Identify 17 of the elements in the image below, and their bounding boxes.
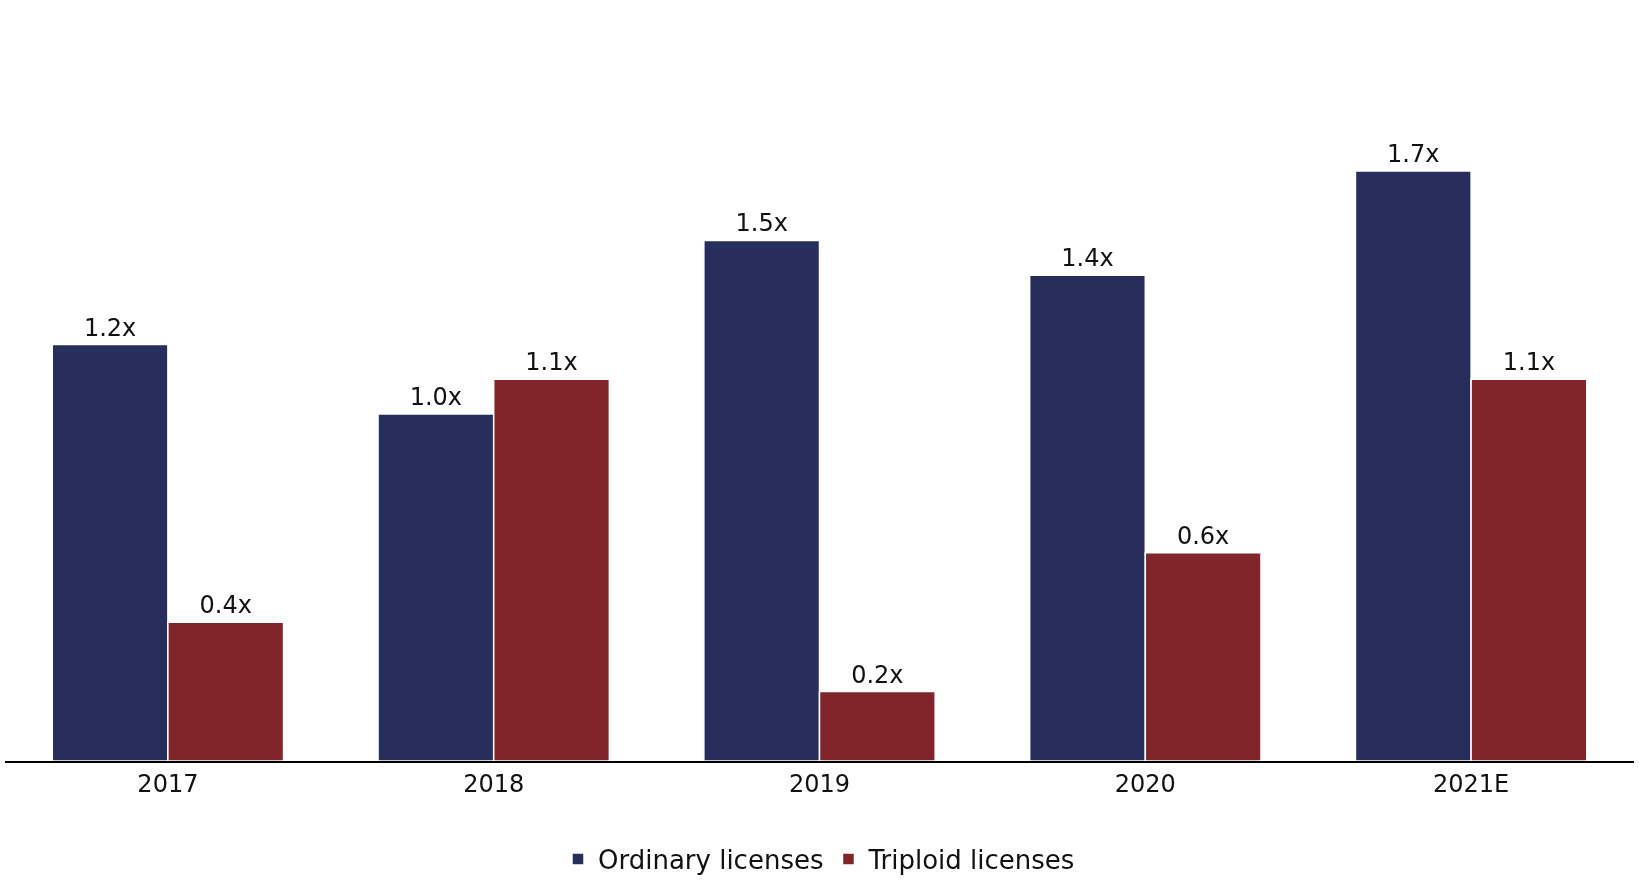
x-tick-label: 2017 [137, 769, 199, 798]
data-label: 0.2x [851, 660, 904, 689]
data-label: 1.5x [735, 209, 788, 238]
x-tick-label: 2020 [1114, 769, 1176, 798]
data-label: 1.0x [409, 382, 463, 411]
x-tick-label: 2018 [463, 769, 525, 798]
x-tick-label: 2019 [788, 769, 851, 798]
data-label: 1.4x [1061, 244, 1114, 273]
data-label: 1.1x [525, 348, 578, 377]
data-label: 1.7x [1387, 140, 1440, 169]
legend-label: Triploid licenses [867, 845, 1075, 876]
data-label: 1.2x [83, 313, 137, 342]
data-label: 0.6x [1176, 521, 1230, 550]
data-label: 1.1x [1502, 348, 1556, 377]
legend-label: Ordinary licenses [598, 845, 824, 876]
data-label: 0.4x [199, 591, 252, 620]
x-tick-label: 2021E [1432, 769, 1510, 798]
